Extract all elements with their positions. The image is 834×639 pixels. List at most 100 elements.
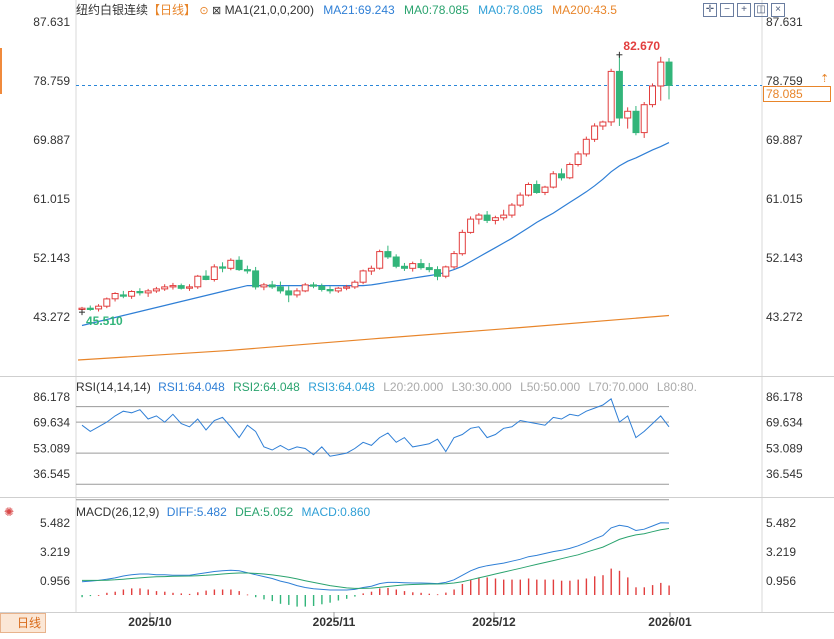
candle-body [665, 61, 673, 86]
macd-bar [660, 582, 662, 595]
rsi-tick-right: 53.089 [766, 441, 803, 455]
macd-bar [89, 595, 92, 597]
rsi-tick-right: 69.634 [766, 416, 803, 430]
candle-body [186, 286, 193, 289]
rsi-panel [76, 397, 670, 501]
candle-body [285, 290, 293, 296]
candle-body [632, 110, 640, 134]
macd-bar [263, 595, 265, 600]
macd-tick-right: 3.219 [766, 545, 796, 559]
candle-body [268, 284, 276, 288]
candle-body [351, 281, 359, 288]
macd-bar [271, 595, 273, 602]
ma-chart-icon[interactable]: ⊠ [212, 5, 222, 17]
macd-bar [594, 576, 596, 595]
plus-icon[interactable]: + [737, 3, 751, 17]
macd-bar [635, 587, 637, 595]
candle-body [525, 184, 532, 196]
close-icon[interactable]: × [771, 3, 785, 17]
candle-body [442, 266, 450, 277]
macd-bar [279, 595, 282, 604]
l50-value: L50:50.000 [520, 380, 581, 394]
rsi-tick-right: 86.178 [766, 390, 803, 404]
macd-bar [296, 595, 298, 607]
candle-body [343, 286, 351, 289]
macd-bar [180, 593, 182, 595]
candle-body [591, 125, 599, 140]
macd-bar [304, 595, 306, 607]
candle-body [425, 267, 433, 271]
macd-bar [122, 589, 125, 595]
period-button[interactable]: 日线 [0, 613, 46, 633]
macd-bar [511, 579, 513, 595]
macd-bar [370, 591, 373, 595]
candle-body [169, 285, 177, 288]
rsi1-value: RSI1:64.048 [158, 380, 225, 394]
macd-bar [560, 580, 563, 595]
macd-bar [536, 579, 538, 595]
candle-body [210, 266, 218, 280]
macd-settings-icon[interactable]: ✺ [4, 505, 15, 519]
minus-icon[interactable]: − [720, 3, 734, 17]
period-button-label: 日线 [17, 616, 42, 630]
crosshair-icon[interactable]: ✛ [703, 3, 717, 17]
macd-bar [230, 589, 232, 595]
candle-body [310, 284, 317, 287]
diff-value: DIFF:5.482 [166, 505, 227, 519]
candle-body [384, 251, 392, 258]
l20-value: L20:20.000 [383, 380, 444, 394]
candle-body [491, 217, 499, 221]
settings-icon[interactable]: ⊙ [199, 5, 209, 17]
macd-bar [379, 588, 381, 595]
candle-body [318, 285, 326, 291]
macd-bar [527, 578, 530, 595]
candle-body [574, 153, 582, 165]
macd-bar [403, 591, 406, 595]
alert-arrow-icon[interactable]: ⇡ [820, 73, 830, 85]
price-tick-right: 69.887 [766, 133, 803, 147]
macd-bar [81, 595, 83, 598]
candle-body [136, 291, 144, 294]
price-tick-left: 87.631 [33, 15, 70, 29]
period-tag: 【日线】 [148, 3, 197, 17]
candle-body [500, 214, 508, 219]
macd-bar [312, 595, 315, 606]
macd-bar [246, 594, 249, 596]
candle-body [549, 173, 557, 188]
macd-bar [569, 580, 571, 595]
symbol-name: 纽约白银连续 [76, 3, 149, 17]
macd-bar [585, 578, 588, 595]
macd-bar [362, 593, 364, 595]
candle-body [95, 305, 103, 310]
macd-bar [420, 592, 422, 595]
fit-icon[interactable]: ◫ [754, 3, 768, 17]
price-tick-left: 61.015 [33, 192, 70, 206]
price-tick-right: 61.015 [766, 192, 803, 206]
candle-body [483, 214, 491, 221]
x-tick-label: 2025/12 [472, 615, 516, 629]
candle-body [276, 286, 284, 292]
macd-bar [486, 577, 488, 595]
macd-bar [618, 570, 621, 595]
macd-bar [651, 585, 654, 595]
candle-body [649, 85, 656, 106]
ma0-value-b: MA0:78.085 [478, 3, 543, 17]
candle-body [640, 104, 648, 134]
macd-bar [668, 585, 670, 595]
candle-body [359, 270, 367, 283]
candle-body [152, 288, 160, 292]
candle-body [582, 138, 590, 155]
rsi-legend: RSI(14,14,14) RSI1:64.048 RSI2:64.048 RS… [76, 380, 697, 394]
candle-body [301, 284, 309, 292]
macd-bar [519, 579, 521, 595]
macd-tick-left: 0.956 [40, 574, 70, 588]
candle-body [194, 275, 202, 288]
macd-bar [147, 589, 149, 595]
rsi-tick-left: 86.178 [33, 390, 70, 404]
candle-body [458, 231, 466, 255]
rsi3-value: RSI3:64.048 [308, 380, 375, 394]
price-tick-right: 43.272 [766, 310, 803, 324]
macd-bar [627, 577, 629, 595]
